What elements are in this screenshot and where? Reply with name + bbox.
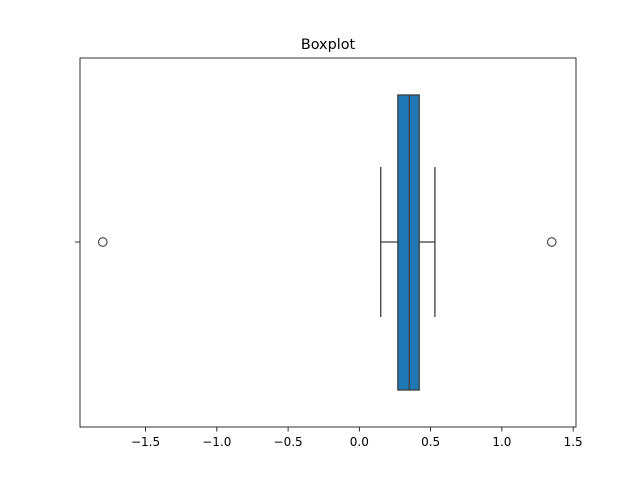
x-tick-label: 1.5 <box>564 435 583 449</box>
outlier-point <box>546 237 557 247</box>
box-group <box>97 94 557 391</box>
plot-area-frame <box>79 57 577 428</box>
iqr-box <box>397 94 420 391</box>
chart-title: Boxplot <box>301 37 356 53</box>
x-tick-label: 1.0 <box>492 435 511 449</box>
x-tick-label: −1.0 <box>202 435 231 449</box>
x-tick-label: −0.5 <box>274 435 303 449</box>
x-tick-label: 0.5 <box>421 435 440 449</box>
x-tick-label: −1.5 <box>131 435 160 449</box>
x-axis: −1.5 −1.0 −0.5 0.0 0.5 1.0 1.5 <box>131 427 583 449</box>
x-tick-label: 0.0 <box>350 435 369 449</box>
outlier-point <box>97 237 108 247</box>
